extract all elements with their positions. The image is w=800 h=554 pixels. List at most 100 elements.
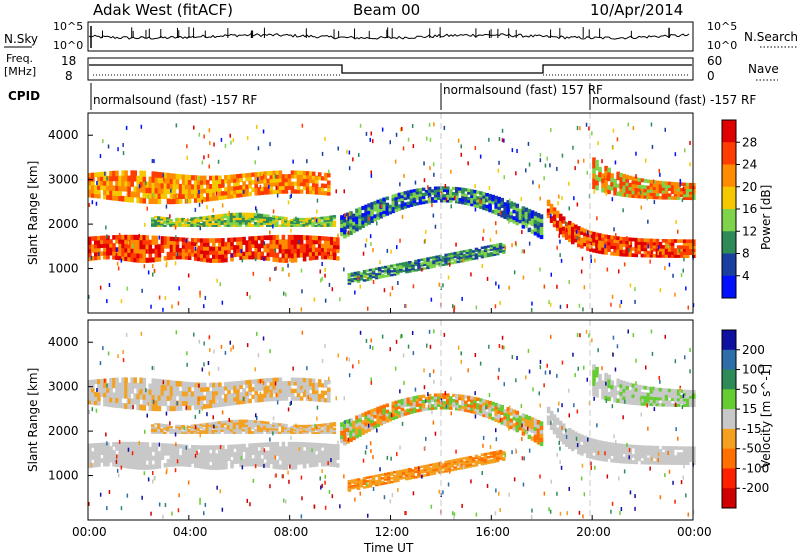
heatmap-cell [512,209,517,214]
heatmap-cell [628,457,633,461]
heatmap-speck [372,139,374,144]
heatmap-cell [391,410,396,415]
heatmap-speck [531,301,533,306]
heatmap-cell [619,249,623,254]
heatmap-speck [647,219,649,224]
heatmap-cell [214,429,219,432]
heatmap-cell [664,458,669,462]
heatmap-cell [106,235,110,240]
heatmap-cell [238,212,243,216]
heatmap-cell [311,393,316,398]
heatmap-cell [160,389,165,396]
heatmap-cell [362,478,367,482]
heatmap-cell [293,234,298,240]
heatmap-cell [281,446,286,452]
heatmap-cell [682,446,687,450]
heatmap-cell [196,179,201,185]
heatmap-cell [115,185,119,191]
heatmap-cell [456,467,461,471]
heatmap-cell [634,187,639,192]
heatmap-cell [190,219,194,222]
heatmap-cell [503,202,507,206]
heatmap-cell [145,239,150,245]
heatmap-cell [275,257,280,263]
heatmap-speck [302,181,305,185]
heatmap-cell [133,191,137,198]
heatmap-cell [661,458,666,462]
heatmap-speck [448,262,451,267]
heatmap-cell [311,217,315,220]
heatmap-cell [685,403,690,407]
heatmap-cell [595,449,599,454]
heatmap-cell [438,467,442,470]
heatmap-cell [646,392,651,397]
heatmap-speck [370,242,372,247]
heatmap-cell [91,443,95,448]
heatmap-cell [272,256,277,262]
heatmap-cell [482,195,486,199]
heatmap-cell [485,400,489,404]
heatmap-cell [103,392,107,398]
heatmap-cell [97,392,101,397]
heatmap-cell [233,237,237,242]
heatmap-cell [383,478,388,481]
heatmap-cell [367,417,371,422]
heatmap-speck [152,272,154,277]
heatmap-cell [323,223,327,226]
heatmap-cell [598,233,602,238]
heatmap-cell [655,180,660,185]
heatmap-cell [181,386,186,392]
heatmap-cell [151,222,155,226]
heatmap-cell [190,245,195,250]
heatmap-cell [433,403,438,408]
heatmap-cell [172,244,177,249]
heatmap-speck [450,204,452,209]
heatmap-cell [673,254,678,258]
heatmap-cell [166,255,171,261]
heatmap-cell [275,464,280,470]
heatmap-cell [299,170,304,175]
heatmap-cell [327,387,331,392]
heatmap-cell [391,200,396,205]
heatmap-cell [358,207,362,212]
heatmap-cell [564,442,569,447]
heatmap-cell [181,193,186,199]
heatmap-cell [387,265,391,268]
heatmap-speck [489,238,492,242]
heatmap-cell [455,200,459,204]
heatmap-cell [157,187,162,194]
heatmap-cell [157,198,162,205]
heatmap-cell [100,446,104,452]
heatmap-cell [320,390,325,395]
heatmap-cell [133,377,137,384]
heatmap-cell [649,445,654,450]
heatmap-cell [352,424,356,429]
heatmap-cell [368,268,373,272]
heatmap-speck [120,258,123,263]
heatmap-cell [305,454,310,460]
heatmap-cell [229,422,234,425]
heatmap-cell [652,387,657,391]
heatmap-cell [438,264,442,267]
heatmap-cell [254,386,258,392]
heatmap-cell [106,254,110,260]
heatmap-speck [194,246,197,251]
heatmap-cell [330,248,334,253]
heatmap-cell [679,254,684,258]
heatmap-speck [568,181,570,186]
heatmap-cell [257,251,261,256]
heatmap-cell [664,449,669,453]
heatmap-cell [488,406,492,411]
heatmap-cell [230,448,234,453]
heatmap-cell [106,401,110,407]
heatmap-cell [139,446,143,452]
heatmap-cell [423,464,427,468]
heatmap-speck [335,189,337,194]
heatmap-cell [649,244,654,249]
heatmap-cell [115,180,119,186]
heatmap-cell [142,257,147,263]
heatmap-cell [655,451,660,456]
heatmap-cell [356,271,361,274]
heatmap-cell [260,397,264,402]
heatmap-cell [625,243,629,248]
